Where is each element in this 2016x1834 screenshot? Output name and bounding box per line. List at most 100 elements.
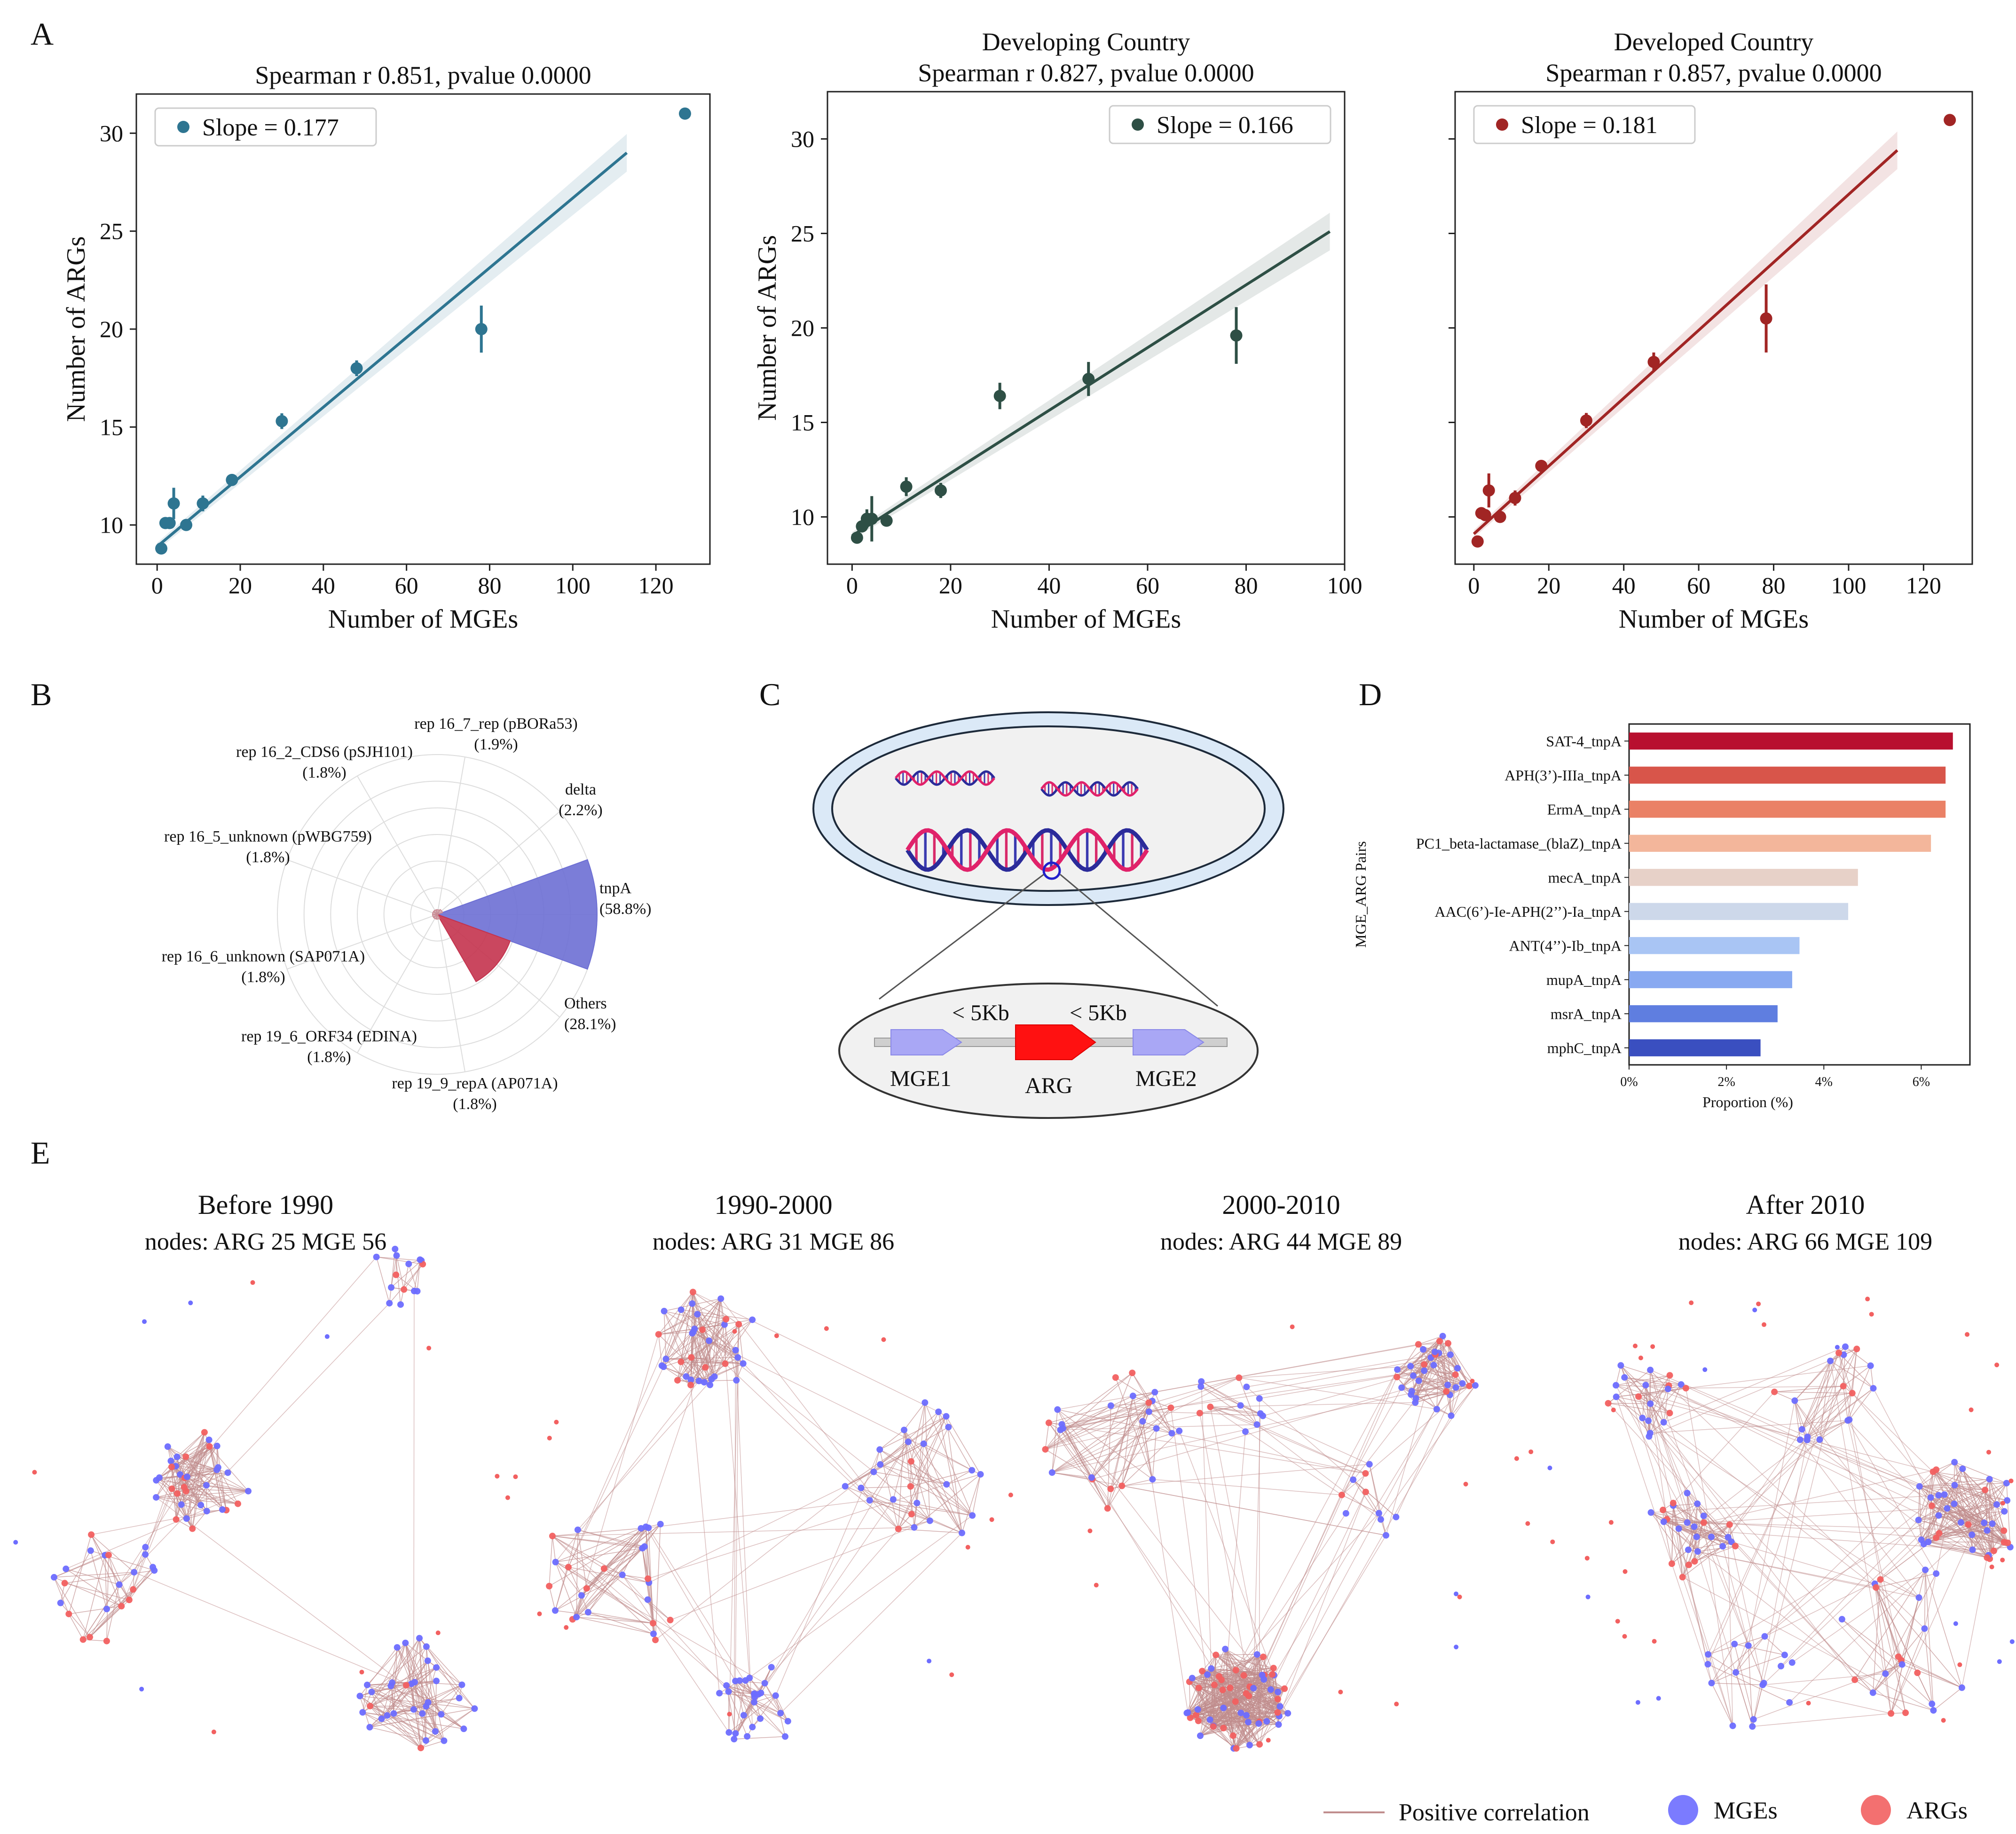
network-edge [1149, 1411, 1200, 1414]
network-edge [1448, 1343, 1470, 1386]
mge-node [1342, 1510, 1349, 1517]
mge-node [1694, 1548, 1701, 1555]
confidence-band [157, 134, 627, 551]
mge-node [1986, 1476, 1993, 1483]
arg-node [1605, 1400, 1612, 1407]
network-edge [1152, 1428, 1157, 1480]
mge-node [214, 1464, 221, 1471]
network-edge [693, 1292, 709, 1341]
arg-node [61, 1580, 68, 1587]
network-edge [1215, 1654, 1265, 1676]
arg-node [989, 1517, 994, 1522]
network-edge [1697, 1503, 1704, 1523]
network-edge [1142, 1421, 1189, 1713]
network-edge [1711, 1683, 1733, 1726]
network-edge [1397, 1349, 1424, 1370]
mge-node [1366, 1461, 1373, 1468]
mge-node [178, 1501, 185, 1508]
mge-node [1916, 1483, 1923, 1490]
network-edge [1210, 1402, 1416, 1408]
network-edge [362, 1712, 387, 1716]
network-edge [370, 1706, 441, 1715]
mge-node [1647, 1400, 1654, 1407]
bar [1629, 971, 1792, 988]
mge-node [1237, 1402, 1244, 1409]
mge-node [740, 1360, 747, 1367]
network-edge [1235, 1692, 1278, 1702]
arg-node [677, 1358, 685, 1365]
arg-node [1550, 1539, 1555, 1544]
arg-node [549, 1533, 556, 1540]
x-tick-label: 6% [1913, 1075, 1930, 1089]
network-edge [861, 1486, 911, 1488]
network-edge [1270, 1492, 1366, 1690]
chart-title-line: Spearman r 0.857, pvalue 0.0000 [1545, 59, 1882, 87]
network-edge [725, 1363, 870, 1501]
mge-node [782, 1733, 789, 1740]
network-edge [1939, 1533, 2008, 1543]
mge-node [1197, 1383, 1205, 1390]
network-edge [1052, 1428, 1157, 1473]
network-edge [1971, 1535, 1989, 1556]
polar-grid-spoke [437, 914, 466, 1072]
mge-node [408, 1680, 415, 1687]
mge-node [438, 1711, 445, 1718]
legend-edge-label: Positive correlation [1399, 1799, 1590, 1826]
network-edge [60, 1550, 91, 1603]
mge-node [410, 1288, 417, 1295]
network-edge [1346, 1473, 1366, 1514]
arg-node [1243, 1690, 1250, 1697]
polar-slice [436, 913, 511, 983]
arg-node [182, 1453, 189, 1460]
mge-node [1208, 1665, 1215, 1672]
network-edge [405, 1643, 427, 1707]
network-edge [175, 1466, 182, 1505]
network-edge [1052, 1430, 1180, 1473]
panel-letter-e: E [31, 1135, 50, 1171]
network-edge [1673, 1505, 1709, 1665]
network-edge [1794, 1361, 1831, 1401]
network-edge [370, 1727, 426, 1741]
mge-node [1197, 1732, 1204, 1740]
network-edge [735, 1324, 739, 1681]
network-edge [1667, 1519, 1937, 1538]
mge-node [870, 1468, 877, 1475]
network-edge [391, 1255, 397, 1288]
network-edge [910, 1486, 912, 1514]
network-edge [728, 1357, 739, 1732]
mge-node [1870, 1385, 1877, 1392]
polar-grid-spoke [287, 859, 438, 915]
network-edge [65, 1491, 249, 1569]
network-edge [1121, 1431, 1180, 1487]
network-edge [1947, 1508, 2004, 1531]
network-edge [1780, 1519, 1919, 1667]
x-tick-label: 100 [555, 572, 591, 598]
network-edge [663, 1311, 705, 1383]
arg-node [1362, 1488, 1369, 1496]
arg-node [1227, 1684, 1234, 1692]
network-edge [65, 1568, 122, 1607]
network-edge [425, 1706, 464, 1729]
network-edge [677, 1357, 692, 1381]
x-axis-label: Number of MGEs [328, 605, 518, 634]
mge-node [866, 1497, 873, 1504]
chart-title-line: Developing Country [982, 28, 1190, 56]
mge-node [1969, 1531, 1976, 1538]
mge-node [736, 1677, 743, 1684]
arg-node [735, 1321, 742, 1328]
network-edge [1229, 1513, 1347, 1688]
dna-strand [1040, 781, 1139, 797]
network-edge [1735, 1645, 1749, 1673]
arg-node [1670, 1500, 1677, 1507]
x-tick-label: 0 [1468, 572, 1480, 598]
arg-node [211, 1729, 216, 1734]
mge-node [1867, 1362, 1874, 1369]
network-edge [1924, 1629, 1932, 1704]
mge-node [388, 1284, 395, 1291]
arg-node [1650, 1344, 1655, 1349]
network-edge [1341, 1385, 1470, 1496]
arg-node [1873, 1584, 1880, 1591]
network-edge [1873, 1388, 1931, 1498]
arg-node [688, 1354, 695, 1361]
arg-node [1213, 1652, 1220, 1659]
